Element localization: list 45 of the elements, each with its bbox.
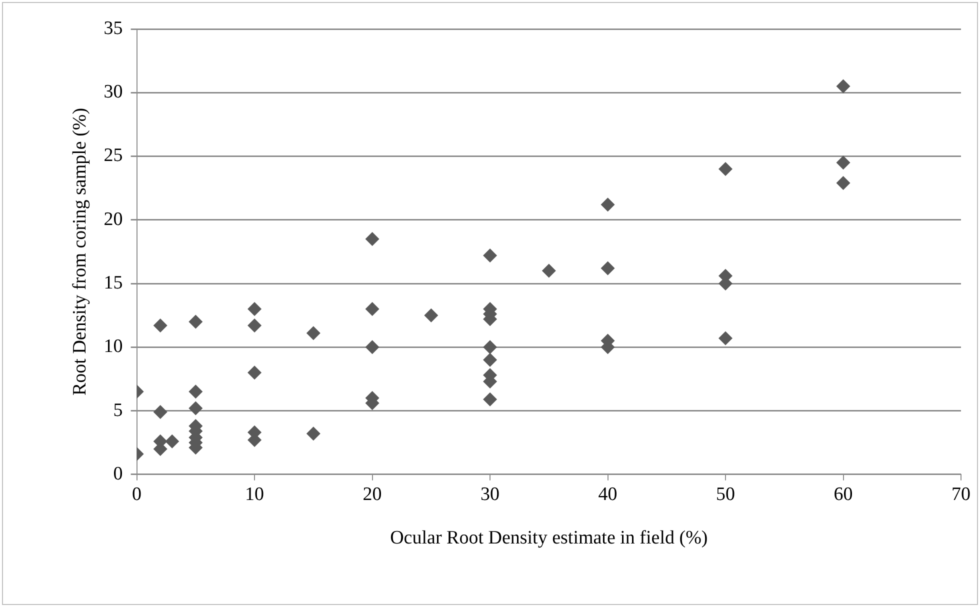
x-axis-title: Ocular Root Density estimate in field (%) — [390, 528, 708, 549]
y-tick-label: 10 — [104, 336, 123, 358]
y-tick-label: 0 — [113, 463, 123, 484]
x-tick-label: 30 — [480, 484, 500, 505]
point — [365, 232, 380, 246]
point — [836, 79, 850, 94]
point — [600, 198, 615, 212]
point — [836, 176, 850, 190]
x-tick-label: 0 — [132, 484, 142, 505]
point — [365, 302, 380, 316]
x-tick-label: 70 — [952, 484, 970, 505]
y-tick-label: 20 — [104, 208, 123, 230]
point — [424, 308, 438, 322]
x-tick-label: 10 — [245, 484, 264, 505]
point — [483, 248, 498, 263]
point — [483, 352, 498, 367]
y-tick-label: 15 — [104, 272, 123, 294]
point — [365, 340, 380, 354]
x-tick-label: 40 — [598, 484, 618, 505]
y-axis-title: Root Density from coring sample (%) — [69, 108, 90, 396]
y-tick-label: 25 — [104, 145, 123, 166]
point — [483, 392, 498, 406]
point — [153, 405, 168, 420]
point — [165, 434, 180, 448]
point — [153, 318, 168, 333]
point — [306, 426, 320, 441]
y-tick-label: 5 — [113, 400, 123, 421]
point — [718, 162, 733, 176]
x-tick-label: 60 — [834, 484, 853, 505]
point — [306, 326, 320, 340]
x-tick-label: 50 — [716, 484, 736, 505]
point — [248, 366, 262, 380]
point — [188, 401, 203, 416]
y-tick-label: 30 — [104, 82, 123, 103]
point — [483, 340, 498, 354]
point — [248, 318, 262, 333]
point — [542, 264, 556, 278]
point — [600, 261, 615, 276]
point — [718, 331, 733, 346]
point — [188, 314, 203, 329]
x-tick-label: 20 — [362, 484, 382, 505]
y-tick-label: 35 — [104, 18, 123, 39]
point — [248, 302, 262, 316]
point — [188, 384, 203, 399]
point — [836, 156, 850, 170]
